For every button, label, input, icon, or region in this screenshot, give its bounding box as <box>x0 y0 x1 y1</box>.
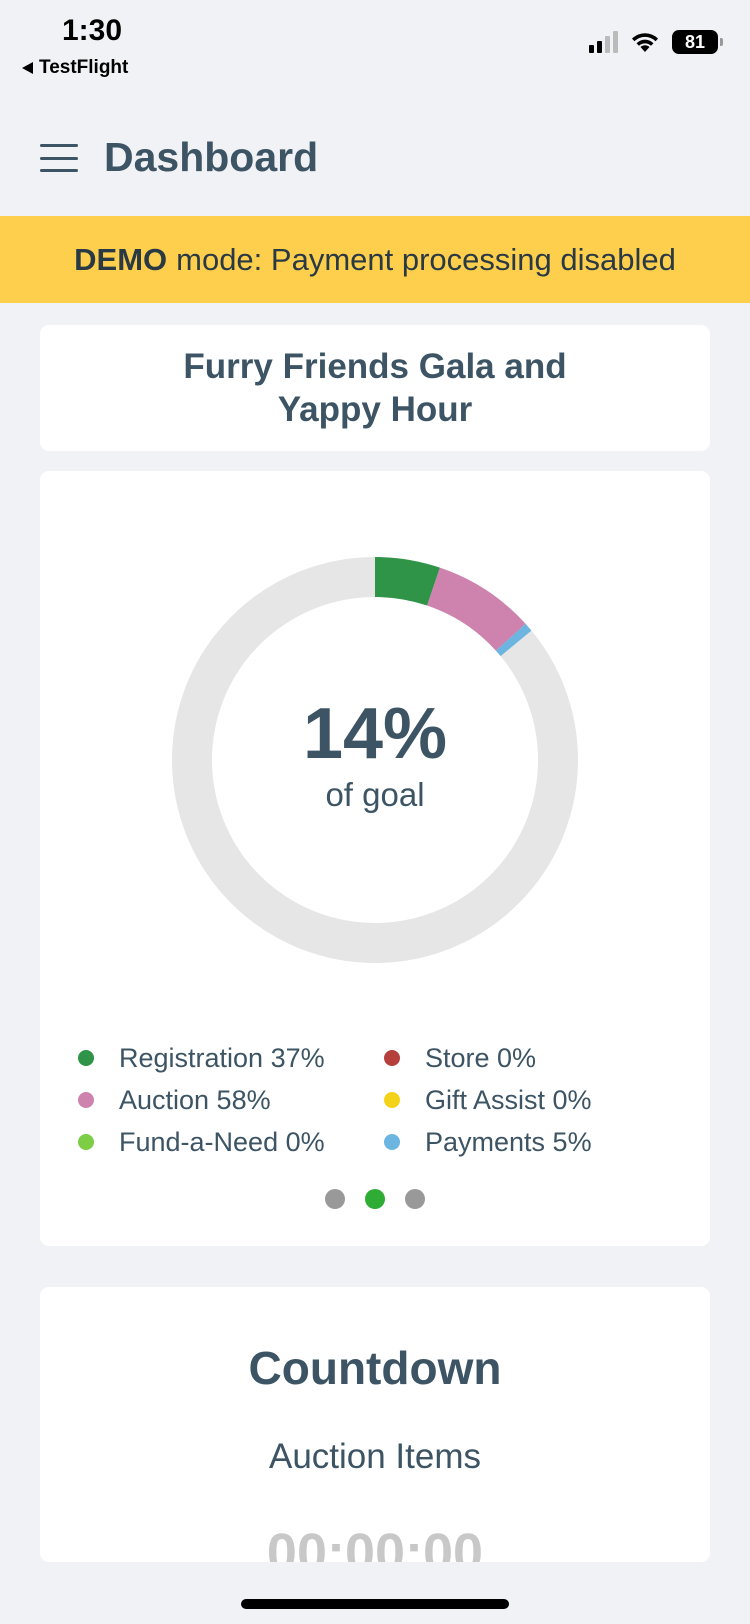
countdown-title: Countdown <box>248 1342 502 1394</box>
legend-dot <box>78 1134 94 1150</box>
legend-item-fund-a-need: Fund-a-Need 0% <box>78 1127 384 1157</box>
pager-dot-2[interactable] <box>365 1189 385 1209</box>
donut-center: 14% of goal <box>170 555 580 965</box>
legend-label: Gift Assist 0% <box>425 1084 592 1115</box>
legend-label: Store 0% <box>425 1042 537 1073</box>
donut-segment-auction <box>426 567 526 652</box>
donut-segment-registration <box>374 557 440 606</box>
goal-percent-label: of goal <box>325 776 425 813</box>
status-time: 1:30 <box>62 14 123 47</box>
back-app-label: TestFlight <box>39 57 129 78</box>
legend-item-gift-assist: Gift Assist 0% <box>384 1085 684 1115</box>
legend-item-store: Store 0% <box>384 1043 684 1073</box>
status-bar: 1:30 TestFlight 81 <box>0 0 750 88</box>
signal-icon <box>589 31 618 53</box>
carousel-pager <box>40 1189 710 1209</box>
legend-item-auction: Auction 58% <box>78 1085 384 1115</box>
back-arrow-icon <box>22 62 33 74</box>
legend-label: Fund-a-Need 0% <box>119 1126 325 1157</box>
countdown-timer: 00:00:00 <box>266 1523 484 1562</box>
app-header: Dashboard <box>0 88 750 216</box>
event-title-card: Furry Friends Gala and Yappy Hour <box>40 325 710 451</box>
demo-label: DEMO <box>74 241 168 277</box>
battery-icon: 81 <box>672 30 723 54</box>
legend-label: Auction 58% <box>119 1084 271 1115</box>
countdown-subtitle: Auction Items <box>268 1437 482 1476</box>
goal-progress-card[interactable]: 14% of goal Registration 37% Store 0% Au… <box>40 471 710 1246</box>
chart-legend: Registration 37% Store 0% Auction 58% Gi… <box>78 1043 678 1157</box>
legend-label: Payments 5% <box>425 1126 592 1157</box>
legend-dot <box>78 1050 94 1066</box>
donut-svg <box>172 557 578 963</box>
donut-segment-payments <box>495 623 532 657</box>
legend-item-registration: Registration 37% <box>78 1043 384 1073</box>
legend-dot <box>384 1134 400 1150</box>
bottom-safe-area <box>0 1562 750 1624</box>
page-title: Dashboard <box>104 134 319 180</box>
demo-message: mode: Payment processing disabled <box>176 241 676 277</box>
event-title: Furry Friends Gala and Yappy Hour <box>183 347 567 429</box>
battery-level: 81 <box>684 31 706 52</box>
legend-dot <box>78 1092 94 1108</box>
legend-item-payments: Payments 5% <box>384 1127 684 1157</box>
status-icons: 81 <box>589 30 723 54</box>
wifi-icon <box>632 33 658 52</box>
legend-label: Registration 37% <box>119 1042 325 1073</box>
legend-dot <box>384 1050 400 1066</box>
legend-dot <box>384 1092 400 1108</box>
back-to-testflight-link[interactable]: TestFlight <box>22 57 128 79</box>
countdown-card: Countdown Auction Items 00:00:00 <box>40 1287 710 1562</box>
goal-donut-chart: 14% of goal <box>170 555 580 965</box>
pager-dot-1[interactable] <box>325 1189 345 1209</box>
demo-mode-banner: DEMO mode: Payment processing disabled <box>0 216 750 303</box>
home-indicator[interactable] <box>241 1599 509 1609</box>
pager-dot-3[interactable] <box>405 1189 425 1209</box>
goal-percent: 14% <box>302 694 448 774</box>
hamburger-menu-icon[interactable] <box>40 144 78 172</box>
